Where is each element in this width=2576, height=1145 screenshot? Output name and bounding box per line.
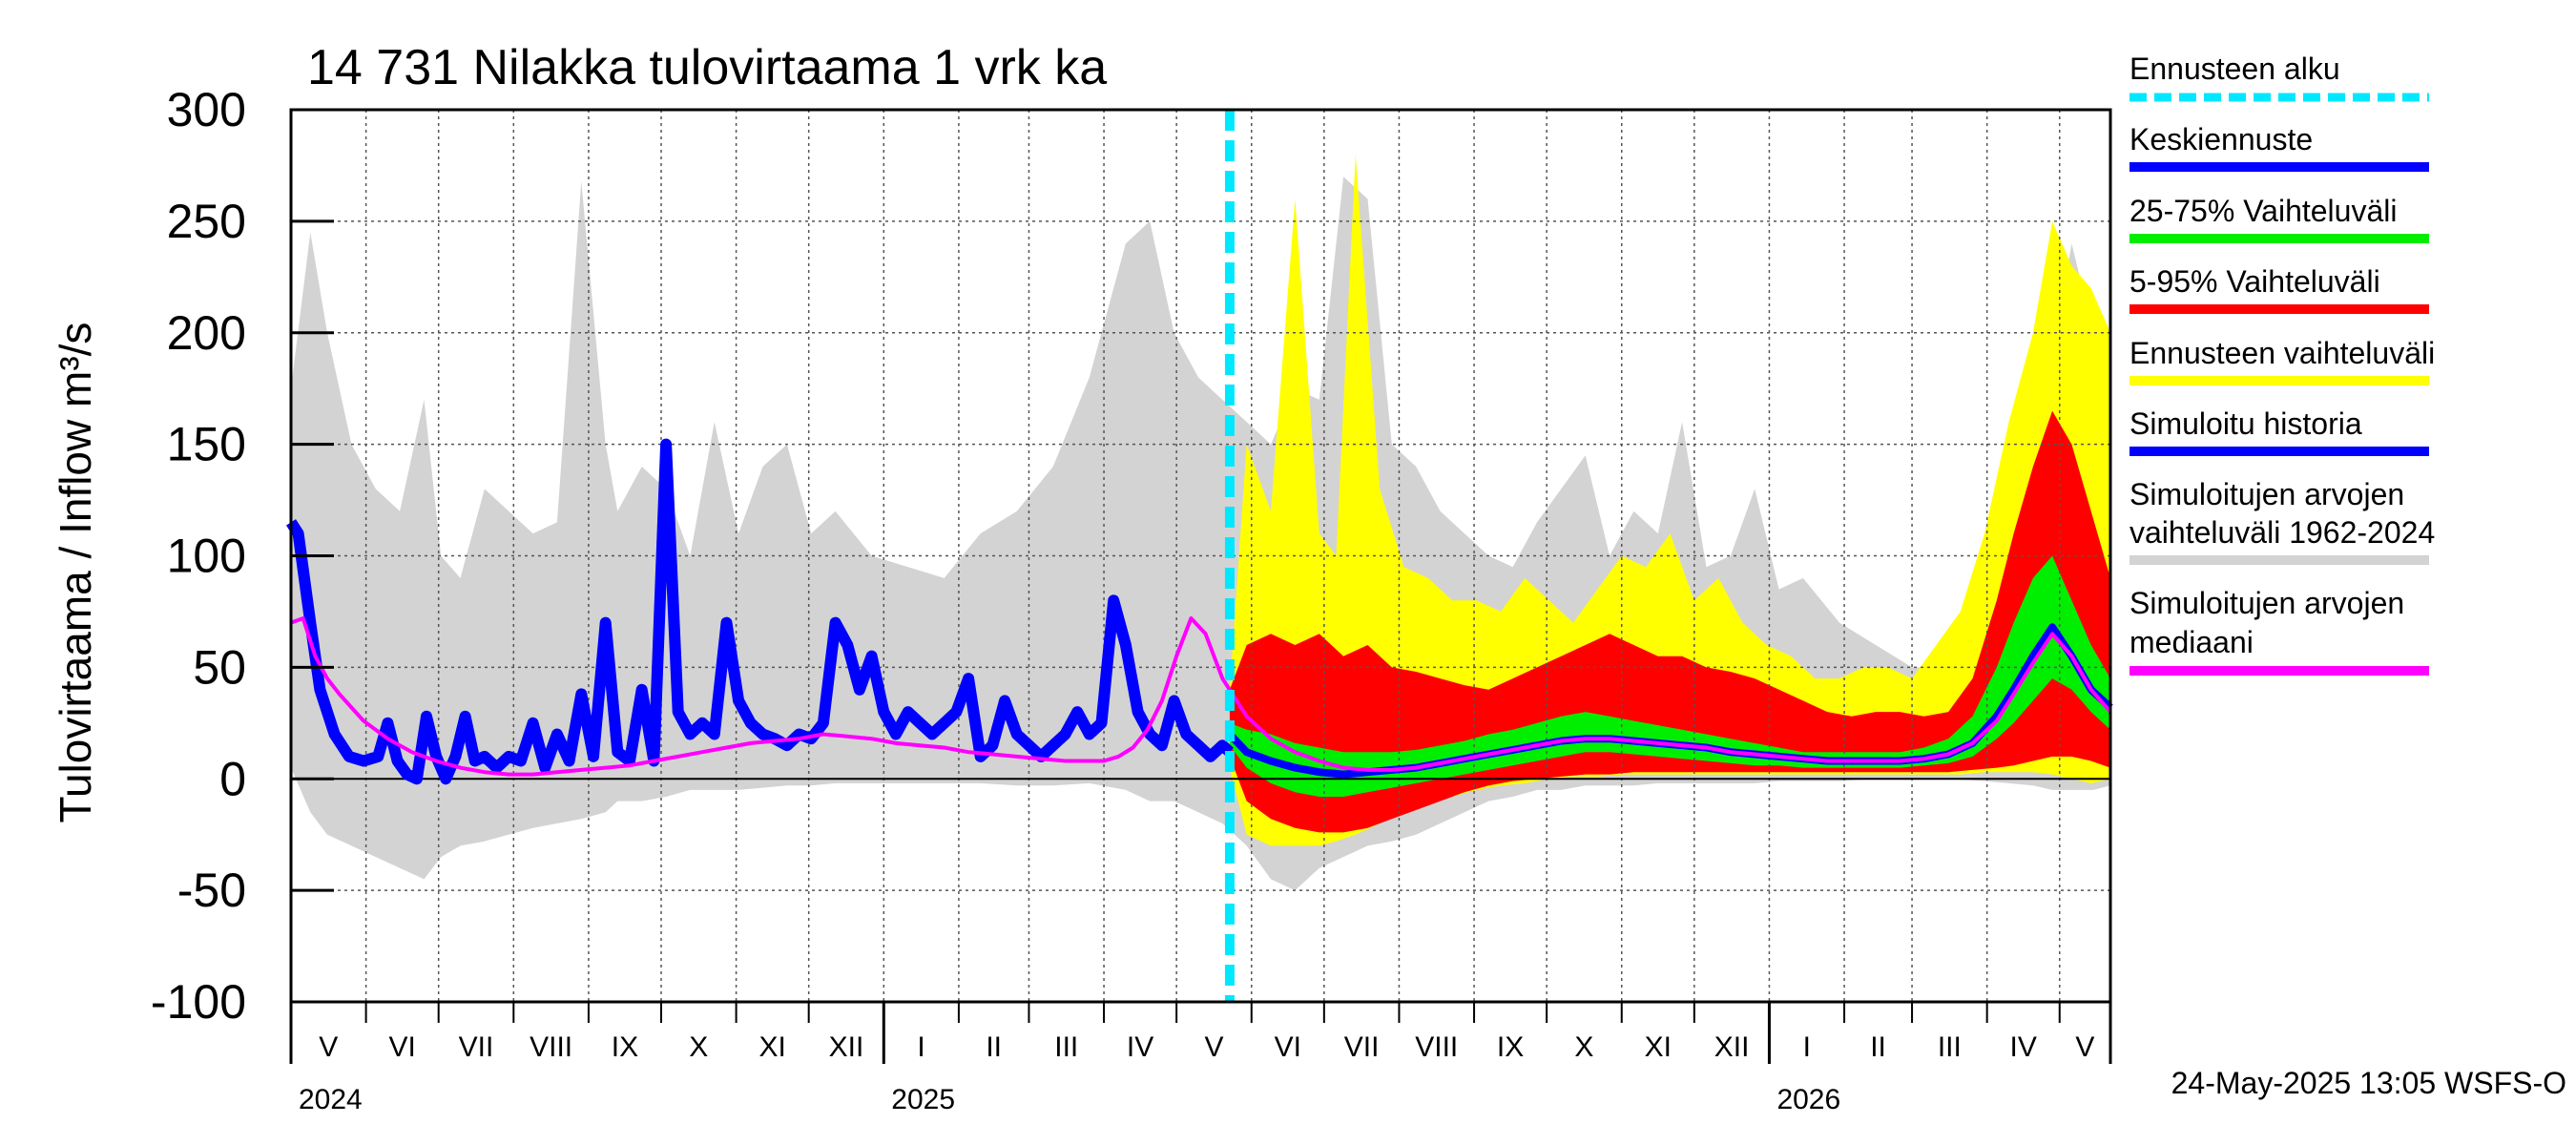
legend-label-2: 25-75% Vaihteluväli xyxy=(2129,194,2397,228)
month-label-7: XII xyxy=(829,1031,864,1063)
month-label-15: VIII xyxy=(1415,1031,1458,1063)
month-label-0: V xyxy=(319,1031,338,1063)
ytick-label-100: 100 xyxy=(167,530,246,583)
month-label-9: II xyxy=(986,1031,1002,1063)
month-label-10: III xyxy=(1054,1031,1078,1063)
month-label-11: IV xyxy=(1127,1031,1153,1063)
year-label-2026: 2026 xyxy=(1776,1084,1840,1115)
month-label-14: VII xyxy=(1344,1031,1380,1063)
month-label-1: VI xyxy=(388,1031,415,1063)
month-label-21: II xyxy=(1870,1031,1886,1063)
month-label-24: V xyxy=(2075,1031,2094,1063)
y-axis-label: Tulovirtaama / Inflow m³/s xyxy=(51,323,100,823)
plot-grid xyxy=(291,110,2110,1002)
ytick-label--50: -50 xyxy=(177,864,246,917)
legend-label-1: Keskiennuste xyxy=(2129,122,2313,156)
legend: Ennusteen alku Keskiennuste 25-75% Vaihtel… xyxy=(2129,52,2435,676)
month-label-18: XI xyxy=(1645,1031,1672,1063)
ytick-label--100: -100 xyxy=(151,975,246,1029)
band-p5_95 xyxy=(1229,410,2110,833)
ytick-label-250: 250 xyxy=(167,195,246,248)
timestamp: 24-May-2025 13:05 WSFS-O xyxy=(2171,1066,2566,1100)
month-label-20: I xyxy=(1803,1031,1811,1063)
month-label-6: XI xyxy=(758,1031,785,1063)
legend-label-0: Ennusteen alku xyxy=(2129,52,2340,86)
chart-title: 14 731 Nilakka tulovirtaama 1 vrk ka xyxy=(307,40,1107,95)
legend-label-7: Simuloitujen arvojen xyxy=(2129,586,2404,620)
month-label-17: X xyxy=(1574,1031,1593,1063)
legend-label-7-line2: mediaani xyxy=(2129,625,2254,659)
month-label-13: VI xyxy=(1275,1031,1301,1063)
month-label-16: IX xyxy=(1497,1031,1524,1063)
year-label-2024: 2024 xyxy=(299,1084,363,1115)
plot-lines xyxy=(285,110,2113,1002)
ytick-label-200: 200 xyxy=(167,306,246,360)
month-label-12: V xyxy=(1204,1031,1223,1063)
month-label-19: XII xyxy=(1714,1031,1750,1063)
line-simulated-history xyxy=(285,438,1234,785)
month-label-3: VIII xyxy=(530,1031,572,1063)
legend-label-4: Ennusteen vaihteluväli xyxy=(2129,336,2435,370)
plot-axes xyxy=(289,108,2112,1064)
legend-label-5: Simuloitu historia xyxy=(2129,406,2362,441)
ytick-label-0: 0 xyxy=(219,752,246,805)
month-label-2: VII xyxy=(459,1031,494,1063)
month-label-8: I xyxy=(917,1031,924,1063)
month-label-23: IV xyxy=(2010,1031,2037,1063)
legend-label-6: Simuloitujen arvojen xyxy=(2129,477,2404,511)
legend-label-3: 5-95% Vaihteluväli xyxy=(2129,264,2380,299)
year-label-2025: 2025 xyxy=(891,1084,955,1115)
line-median-history xyxy=(290,616,2112,777)
legend-label-6-line2: vaihteluväli 1962-2024 xyxy=(2129,515,2435,550)
month-label-4: IX xyxy=(612,1031,638,1063)
ytick-label-150: 150 xyxy=(167,418,246,471)
month-label-22: III xyxy=(1938,1031,1962,1063)
ytick-label-300: 300 xyxy=(167,83,246,136)
month-label-5: X xyxy=(689,1031,708,1063)
ytick-label-50: 50 xyxy=(193,640,246,694)
band-fc_range xyxy=(1229,154,2110,846)
